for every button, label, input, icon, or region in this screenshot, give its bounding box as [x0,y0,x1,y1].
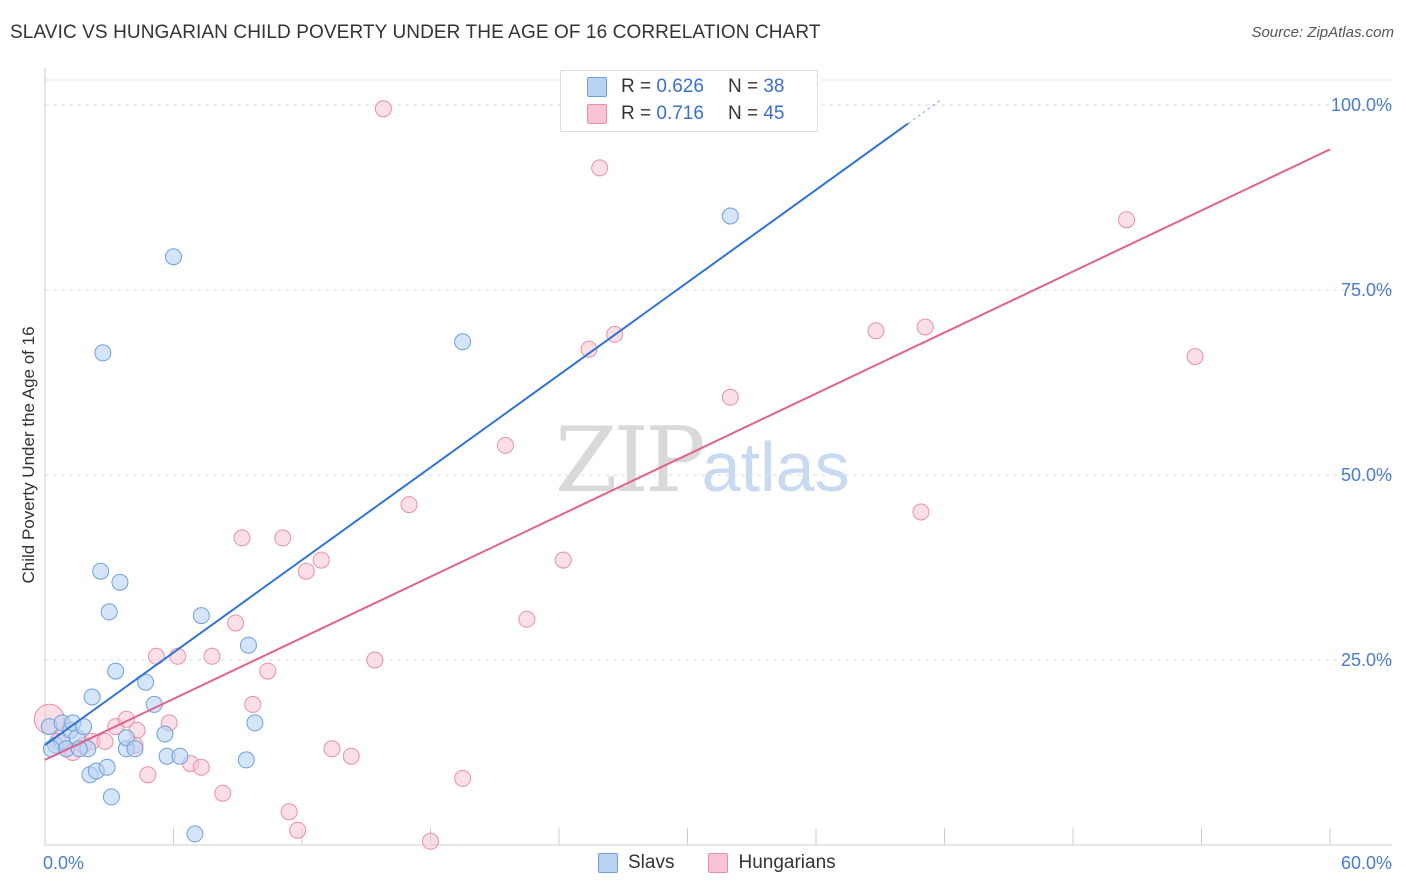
watermark-atlas: atlas [701,428,850,506]
legend-n-label: N = [727,103,759,124]
slavs-point [156,725,174,743]
slavs-point [83,688,101,706]
hungarians-point [312,551,330,569]
slavs-point [102,788,120,806]
hungarians-point [554,551,572,569]
slavs-point [165,248,182,266]
hungarians-swatch [587,104,607,124]
slavs-point [237,751,255,769]
slavs-point [239,636,257,654]
slavs-point [454,333,472,351]
hungarians-points [33,100,1204,850]
hungarians-point [518,610,536,628]
hungarians-point [454,769,472,787]
hungarians-point [916,318,934,336]
y-tick-label: 50.0% [1341,465,1392,485]
slavs-point [171,747,189,765]
hungarians-swatch [708,853,729,873]
legend-item-hungarians: Hungarians [708,852,836,874]
legend-row-hungarians: R = 0.716 N = 45 [587,101,784,127]
legend-n-value: 45 [763,103,785,124]
hungarians-point [244,695,262,713]
slavs-point [111,573,129,591]
correlation-legend: R = 0.626 N = 38 R = 0.716 N = 45 [560,70,818,132]
hungarians-point [203,647,221,665]
trend-lines [44,99,1331,761]
slavs-trend-extension [907,99,941,124]
slavs-point [186,825,204,843]
zipatlas-watermark: ZIPatlas [555,408,850,513]
hungarians-point [289,821,307,839]
hungarians-point [496,436,514,454]
slavs-point [107,662,125,680]
hungarians-point [591,159,609,177]
hungarians-point [1118,211,1136,229]
hungarians-point [96,732,114,750]
hungarians-point [580,340,598,358]
legend-r-value: 0.716 [656,103,704,124]
legend-row-slavs: R = 0.626 N = 38 [587,74,784,100]
y-tick-label: 100.0% [1331,95,1392,115]
y-tick-label: 25.0% [1341,650,1392,670]
chart-source: Source: ZipAtlas.com [1251,24,1394,41]
y-tick-label: 75.0% [1341,280,1392,300]
hungarians-point [280,803,298,821]
hungarians-point [422,832,439,850]
slavs-point [75,718,93,736]
legend-n-label: N = [727,76,759,97]
x-tick-label: 60.0% [1341,853,1392,873]
x-tick-label: 0.0% [43,853,84,873]
slavs-point [192,607,210,625]
hungarians-point [323,740,341,758]
hungarians-point [192,758,210,776]
hungarians-point [721,388,739,406]
hungarians-point [259,662,277,680]
legend-label-slavs: Slavs [628,852,675,873]
slavs-point [94,344,112,362]
legend-n-value: 38 [763,76,785,97]
hungarians-point [374,100,392,118]
hungarians-point [139,766,157,784]
slavs-swatch [587,77,607,97]
hungarians-point [867,322,885,340]
hungarians-point [297,562,315,580]
hungarians-trend-line [44,148,1331,761]
slavs-point [126,740,144,758]
hungarians-point [233,529,251,547]
hungarians-point [214,784,232,802]
legend-item-slavs: Slavs [598,852,674,874]
hungarians-point [912,503,930,521]
axes [44,68,1392,846]
hungarians-point [342,747,360,765]
slavs-trend-line [44,122,909,746]
hungarians-point [274,529,292,547]
hungarians-point [400,496,418,514]
hungarians-point [1186,348,1204,366]
legend-r-label: R = [621,76,652,97]
slavs-point [137,673,155,691]
slavs-point [100,603,118,621]
slavs-point [98,758,116,776]
hungarians-point [227,614,245,632]
legend-r-label: R = [621,103,652,124]
slavs-swatch [598,853,618,873]
slavs-point [92,562,110,580]
hungarians-point [366,651,384,669]
watermark-zip: ZIP [555,408,706,513]
series-legend: Slavs Hungarians [598,852,870,874]
y-axis-label: Child Poverty Under the Age of 16 [19,326,38,583]
chart-title: SLAVIC VS HUNGARIAN CHILD POVERTY UNDER … [10,22,821,43]
slavs-points [40,207,739,843]
legend-label-hungarians: Hungarians [738,852,836,873]
legend-r-value: 0.626 [656,76,704,97]
slavs-point [721,207,739,225]
tick-labels: 25.0% 50.0% 75.0% 100.0% 0.0% 60.0% [43,95,1392,873]
grid-lines [45,79,1392,661]
slavs-point [246,714,264,732]
